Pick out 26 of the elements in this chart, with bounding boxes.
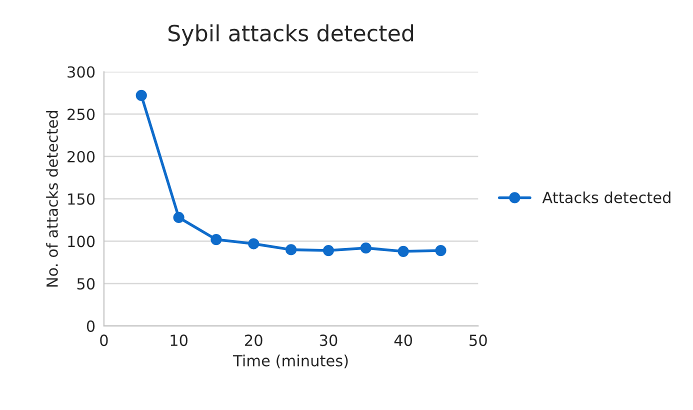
y-tick-label: 50 [77, 278, 95, 290]
y-tick-label: 250 [68, 108, 95, 120]
x-tick-label: 20 [245, 334, 262, 346]
x-tick-label: 10 [170, 334, 188, 346]
point [173, 212, 184, 224]
x-tick-label: 0 [100, 334, 108, 346]
y-axis-title: No. of attacks detected [46, 110, 58, 287]
y-tick-label: 0 [86, 320, 95, 332]
chart-title: Sybil attacks detected [168, 24, 414, 46]
y-tick-label: 200 [68, 150, 95, 163]
legend-label: Attacks detected [542, 191, 670, 204]
x-tick-label: 40 [394, 334, 412, 346]
point [398, 246, 409, 257]
x-tick-label: 30 [320, 334, 338, 346]
point [286, 244, 297, 256]
y-tick-label: 100 [68, 236, 95, 248]
y-tick-label: 150 [68, 193, 95, 205]
y-tick-label: 300 [68, 66, 95, 78]
point [360, 242, 372, 254]
x-tick-label: 50 [470, 334, 487, 346]
point [435, 244, 446, 256]
point [322, 244, 334, 256]
point [248, 238, 260, 250]
point [136, 90, 147, 102]
x-axis-title: Time (minutes) [233, 354, 348, 368]
point [210, 234, 222, 246]
